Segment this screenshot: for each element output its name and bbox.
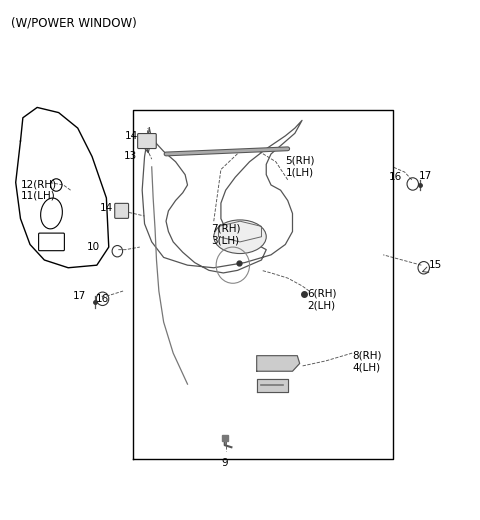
Text: (W/POWER WINDOW): (W/POWER WINDOW) <box>11 17 137 30</box>
Text: 9: 9 <box>221 458 228 468</box>
Text: 6(RH)
2(LH): 6(RH) 2(LH) <box>307 289 336 310</box>
Text: 14: 14 <box>125 131 138 141</box>
Text: 5(RH)
1(LH): 5(RH) 1(LH) <box>285 155 315 177</box>
Text: 17: 17 <box>419 171 432 180</box>
Text: 10: 10 <box>86 242 100 252</box>
Text: 8(RH)
4(LH): 8(RH) 4(LH) <box>352 350 382 372</box>
Text: 15: 15 <box>429 260 442 270</box>
Text: 12(RH)
11(LH): 12(RH) 11(LH) <box>21 179 57 201</box>
Ellipse shape <box>214 220 266 254</box>
Text: 17: 17 <box>73 291 86 301</box>
FancyBboxPatch shape <box>115 203 129 218</box>
Polygon shape <box>257 356 300 371</box>
Polygon shape <box>257 379 288 392</box>
Text: 16: 16 <box>96 294 109 304</box>
Text: 13: 13 <box>124 150 137 161</box>
Text: 14: 14 <box>99 203 113 213</box>
FancyBboxPatch shape <box>138 134 156 149</box>
Text: 7(RH)
3(LH): 7(RH) 3(LH) <box>211 224 241 245</box>
Text: 16: 16 <box>389 172 402 182</box>
